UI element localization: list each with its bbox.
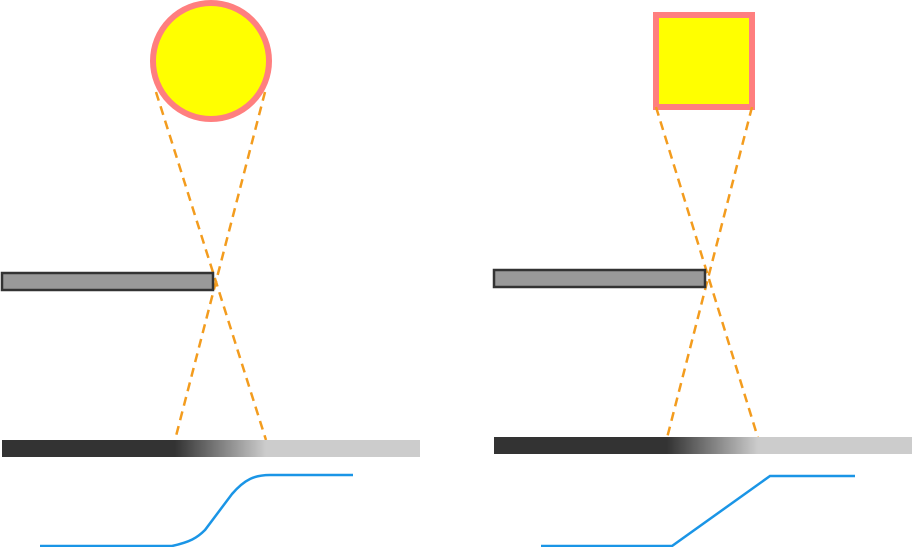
panel-square-source — [492, 12, 912, 547]
circular-light-source — [150, 0, 272, 122]
light-ray-right — [173, 91, 267, 441]
screen-shadow-gradient — [494, 437, 912, 454]
intensity-profile-curve — [40, 473, 353, 547]
screen-shadow-gradient — [2, 440, 420, 457]
light-ray-left — [654, 106, 760, 439]
light-ray-right — [665, 106, 754, 439]
light-ray-left — [154, 91, 268, 441]
square-light-source — [653, 12, 755, 110]
occluding-edge — [492, 268, 707, 289]
intensity-profile-line — [541, 474, 855, 547]
panel-circle-source — [0, 0, 420, 547]
occluding-edge — [0, 271, 215, 292]
